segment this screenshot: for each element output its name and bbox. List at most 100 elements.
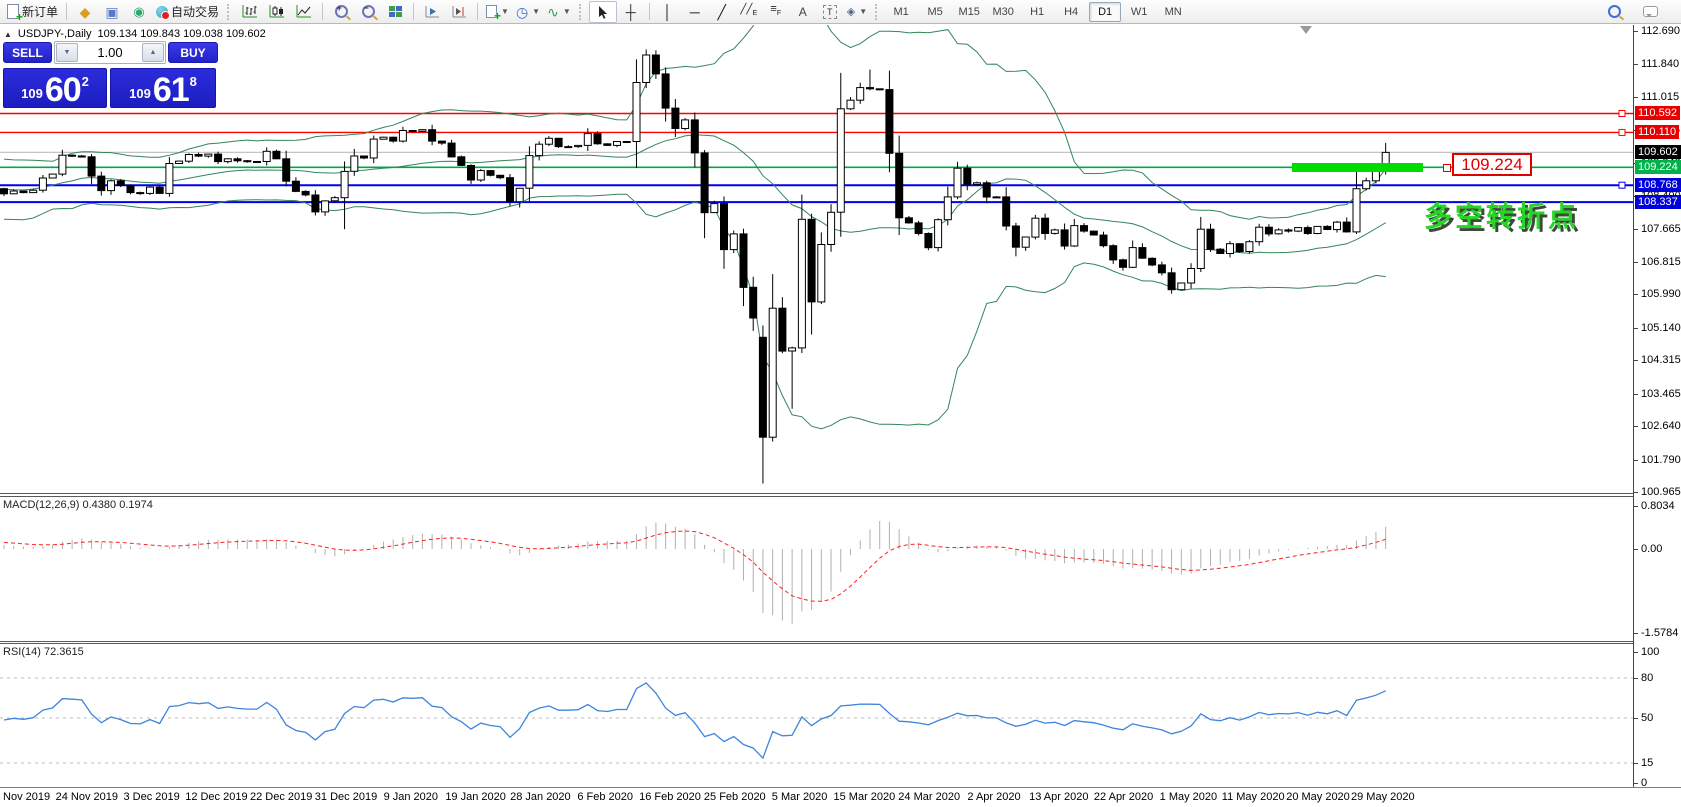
main-chart-panel[interactable]: ▲ USDJPY-,Daily 109.134 109.843 109.038 … — [0, 25, 1633, 493]
auto-trading-button[interactable]: 自动交易 — [153, 2, 222, 22]
tile-windows-button[interactable] — [382, 2, 408, 22]
price-level-callout[interactable]: 109.224 — [1452, 153, 1532, 176]
chart-candles-button[interactable] — [264, 2, 290, 22]
navigator-button[interactable]: ▣ — [99, 2, 125, 22]
timeframe-h4[interactable]: H4 — [1064, 5, 1079, 18]
buy-price-pip: 8 — [189, 74, 197, 89]
zoom-in-button[interactable]: + — [328, 2, 354, 22]
periods-button[interactable]: ◷ ▼ — [513, 2, 543, 22]
templates-button[interactable]: ∿ ▼ — [544, 2, 574, 22]
timeframe-m5[interactable]: M5 — [927, 5, 943, 18]
text-label-button[interactable]: T — [817, 2, 843, 22]
date-tick-label: 4 Nov 2019 — [0, 791, 51, 803]
price-level-label[interactable]: 108.768 — [1635, 178, 1681, 193]
cursor-button[interactable] — [588, 0, 617, 23]
horizontal-line-icon: ─ — [689, 3, 700, 20]
toolbar-grip[interactable] — [578, 3, 584, 20]
search-button[interactable] — [1601, 2, 1627, 22]
separator — [66, 3, 68, 20]
price-tick-label: 107.665 — [1634, 222, 1681, 235]
indicators-button[interactable]: + ▼ — [483, 2, 512, 22]
sell-price-box[interactable]: 109 60 2 — [3, 68, 107, 108]
buy-button[interactable]: BUY — [168, 42, 218, 63]
price-level-label[interactable]: 110.592 — [1635, 106, 1680, 121]
arrows-button[interactable]: ◈ ▼ — [844, 2, 870, 22]
clock-icon: ◷ — [515, 3, 529, 20]
terminal-icon: ▣ — [105, 3, 119, 20]
buy-price-box[interactable]: 109 61 8 — [110, 68, 216, 108]
label-anchor-handle[interactable] — [1443, 164, 1451, 172]
chart-bars-button[interactable] — [237, 2, 263, 22]
rsi-panel[interactable]: RSI(14) 72.3615 — [0, 644, 1633, 787]
crosshair-button[interactable]: ┼ — [618, 2, 644, 22]
separator — [477, 3, 479, 20]
price-level-label[interactable]: 109.224 — [1635, 160, 1681, 175]
price-level-label[interactable]: 110.110 — [1635, 125, 1680, 140]
price-tick-label: 111.840 — [1633, 58, 1680, 71]
vertical-line-icon: │ — [663, 3, 673, 20]
price-axis[interactable]: 112.690111.840111.015110.165109.340108.4… — [1633, 25, 1681, 789]
timeframe-w1[interactable]: W1 — [1130, 5, 1148, 18]
price-tick-label: 105.140 — [1634, 321, 1681, 334]
zoom-out-button[interactable]: − — [355, 2, 381, 22]
one-click-trading-panel: SELL ▼ 1.00 ▲ BUY 109 60 2 109 61 8 — [3, 41, 218, 108]
arrows-icon: ◈ — [846, 5, 856, 18]
chat-button[interactable] — [1637, 2, 1663, 22]
volume-decrease-button[interactable]: ▼ — [56, 43, 78, 62]
new-order-button[interactable]: + 新订单 — [4, 2, 61, 23]
price-level-label[interactable]: 109.602 — [1635, 145, 1681, 160]
chart-shift-marker[interactable] — [1300, 26, 1312, 34]
timeframe-d1[interactable]: D1 — [1089, 1, 1122, 22]
date-tick-label: 28 Jan 2020 — [510, 791, 571, 803]
fibonacci-button[interactable]: ≡F — [763, 2, 789, 22]
rsi-tick-label: 0 — [1633, 777, 1648, 789]
trendline-button[interactable]: ╱ — [709, 2, 735, 22]
bars-chart-icon — [242, 5, 258, 18]
price-tick-label: 111.015 — [1633, 90, 1680, 103]
date-tick-label: 16 Feb 2020 — [639, 791, 701, 803]
chat-icon — [1642, 6, 1658, 17]
toolbar-grip[interactable] — [227, 3, 232, 20]
sell-button[interactable]: SELL — [3, 42, 52, 63]
chart-shift-button[interactable] — [446, 2, 472, 22]
macd-tick-label: -1.5784 — [1633, 627, 1679, 639]
macd-panel[interactable]: MACD(12,26,9) 0.4380 0.1974 — [0, 497, 1633, 641]
timeframe-m1[interactable]: M1 — [893, 5, 909, 18]
buy-price-prefix: 109 — [129, 86, 151, 101]
new-order-icon: + — [7, 4, 23, 23]
auto-scroll-button[interactable] — [419, 2, 445, 22]
fibonacci-icon: ≡F — [770, 2, 782, 18]
timeframe-m15[interactable]: M15 — [958, 5, 980, 18]
chart-line-button[interactable] — [291, 2, 317, 22]
date-axis[interactable]: 4 Nov 2019 24 Nov 2019 3 Dec 2019 12 Dec 20… — [0, 787, 1681, 807]
text-tool-button[interactable]: A — [790, 2, 816, 22]
toolbar-grip[interactable] — [875, 3, 880, 20]
sell-price-big: 60 — [44, 71, 82, 109]
price-tick-label: 102.640 — [1634, 420, 1681, 433]
channel-button[interactable]: ╱╱E — [736, 2, 762, 22]
trade-prices-row: 109 60 2 109 61 8 — [3, 68, 218, 108]
highlight-bar-object[interactable] — [1292, 163, 1423, 172]
price-tick-label: 106.815 — [1634, 255, 1681, 268]
chevron-down-icon: ▼ — [562, 7, 571, 16]
price-level-label[interactable]: 108.337 — [1635, 195, 1681, 210]
volume-input[interactable]: 1.00 — [97, 45, 123, 60]
chinese-annotation[interactable]: 多空转折点 — [1424, 201, 1580, 232]
horizontal-line-button[interactable]: ─ — [682, 2, 708, 22]
panel-separator[interactable] — [0, 641, 1681, 644]
panel-separator[interactable] — [0, 493, 1681, 497]
indicators-icon: + — [486, 5, 501, 22]
auto-trading-icon — [156, 5, 171, 20]
signal-button[interactable]: ◉ — [126, 2, 152, 22]
date-tick-label: 29 May 2020 — [1350, 791, 1415, 803]
signal-icon: ◉ — [133, 3, 145, 19]
market-watch-button[interactable]: ◆ — [72, 2, 98, 22]
timeframe-h1[interactable]: H1 — [1030, 5, 1045, 18]
timeframe-m30[interactable]: M30 — [992, 5, 1014, 18]
volume-increase-button[interactable]: ▲ — [142, 43, 164, 62]
window-icon: ▲ — [4, 29, 12, 39]
volume-spinner: ▼ 1.00 ▲ — [54, 41, 166, 64]
vertical-line-button[interactable]: │ — [655, 2, 681, 22]
timeframe-mn[interactable]: MN — [1164, 5, 1182, 18]
rsi-chart — [0, 677, 1633, 764]
